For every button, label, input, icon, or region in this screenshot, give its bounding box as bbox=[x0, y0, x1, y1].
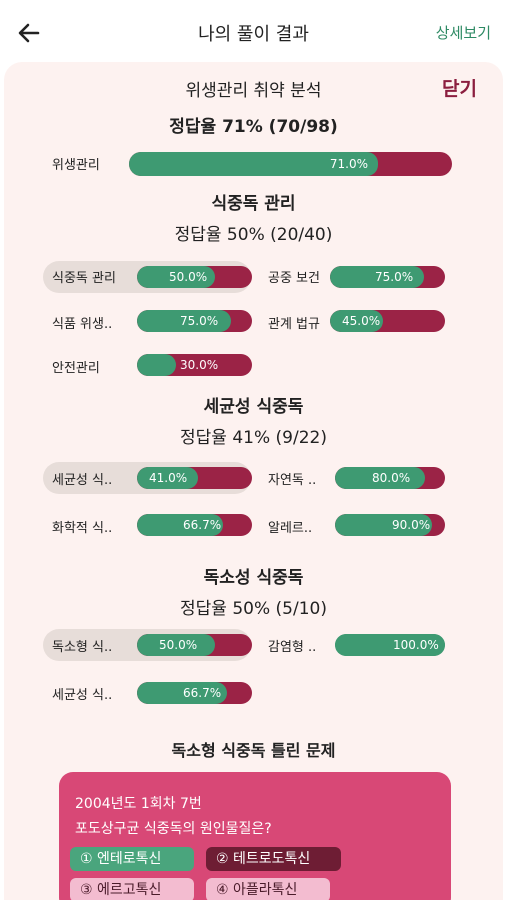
category-progress-value: 45.0% bbox=[342, 314, 381, 328]
option-correct-answer[interactable]: ① 엔테로톡신 bbox=[70, 847, 194, 871]
analysis-title: 위생관리 취약 분석 bbox=[185, 81, 322, 101]
category-progress-bar[interactable]: 30.0% bbox=[137, 354, 252, 376]
category-label[interactable]: 감염형 .. bbox=[268, 640, 317, 655]
section-title-bacterial: 세균성 식중독 bbox=[203, 397, 304, 417]
category-progress-value: 66.7% bbox=[183, 686, 222, 700]
overall-progress-bar: 71.0% bbox=[129, 152, 452, 176]
category-label[interactable]: 세균성 식.. bbox=[52, 473, 113, 488]
category-progress-value: 50.0% bbox=[169, 270, 208, 284]
category-progress-bar[interactable]: 90.0% bbox=[335, 514, 445, 536]
category-progress-bar[interactable]: 50.0% bbox=[137, 266, 252, 288]
category-label[interactable]: 알레르.. bbox=[268, 521, 313, 536]
category-label[interactable]: 자연독 .. bbox=[268, 473, 317, 488]
category-label[interactable]: 식품 위생.. bbox=[52, 317, 113, 332]
section-score-toxin: 정답율 50% (5/10) bbox=[180, 599, 327, 619]
option-answer[interactable]: ④ 아플라톡신 bbox=[206, 878, 330, 900]
category-label[interactable]: 세균성 식.. bbox=[52, 688, 113, 703]
category-label[interactable]: 관계 법규 bbox=[268, 317, 320, 332]
overall-progress-value: 71.0% bbox=[329, 157, 368, 171]
detail-view-link[interactable]: 상세보기 bbox=[435, 24, 491, 42]
section-title-toxin: 독소성 식중독 bbox=[203, 568, 304, 588]
category-progress-value: 30.0% bbox=[180, 358, 219, 372]
category-progress-bar[interactable]: 45.0% bbox=[330, 310, 445, 332]
category-progress-bar[interactable]: 100.0% bbox=[335, 634, 445, 656]
question-meta: 2004년도 1회차 7번 bbox=[75, 796, 202, 812]
category-progress-bar[interactable]: 66.7% bbox=[137, 682, 252, 704]
category-label[interactable]: 공중 보건 bbox=[268, 271, 320, 286]
back-arrow-icon[interactable] bbox=[14, 18, 44, 48]
category-progress-bar[interactable]: 41.0% bbox=[137, 467, 252, 489]
category-progress-bar[interactable]: 75.0% bbox=[137, 310, 252, 332]
option-answer[interactable]: ③ 에르고톡신 bbox=[70, 878, 194, 900]
category-progress-value: 75.0% bbox=[180, 314, 219, 328]
page-title: 나의 풀이 결과 bbox=[198, 24, 309, 45]
question-text: 포도상구균 식중독의 원인물질은? bbox=[75, 821, 272, 837]
option-selected-wrong[interactable]: ② 테트로도톡신 bbox=[206, 847, 341, 871]
section-score-bacterial: 정답율 41% (9/22) bbox=[180, 428, 327, 448]
category-progress-bar[interactable]: 75.0% bbox=[330, 266, 445, 288]
overall-bar-label: 위생관리 bbox=[52, 158, 100, 173]
app-header: 나의 풀이 결과 상세보기 bbox=[0, 0, 507, 62]
category-progress-bar[interactable]: 80.0% bbox=[335, 467, 445, 489]
overall-score: 정답율 71% (70/98) bbox=[169, 117, 338, 137]
category-label[interactable]: 독소형 식.. bbox=[52, 640, 113, 655]
category-label[interactable]: 안전관리 bbox=[52, 361, 100, 376]
category-label[interactable]: 식중독 관리 bbox=[52, 271, 116, 286]
wrong-questions-title: 독소형 식중독 틀린 문제 bbox=[171, 741, 336, 760]
close-button[interactable]: 닫기 bbox=[442, 78, 477, 100]
category-label[interactable]: 화학적 식.. bbox=[52, 521, 113, 536]
category-progress-value: 41.0% bbox=[149, 471, 188, 485]
section-score-food-poisoning: 정답율 50% (20/40) bbox=[174, 225, 333, 245]
category-progress-value: 50.0% bbox=[159, 638, 198, 652]
category-progress-value: 90.0% bbox=[392, 518, 431, 532]
category-progress-value: 66.7% bbox=[183, 518, 222, 532]
category-progress-bar[interactable]: 50.0% bbox=[137, 634, 252, 656]
section-title-food-poisoning: 식중독 관리 bbox=[211, 194, 296, 214]
category-progress-value: 75.0% bbox=[375, 270, 414, 284]
category-progress-value: 80.0% bbox=[372, 471, 411, 485]
overall-progress-fill bbox=[129, 152, 378, 176]
category-progress-bar[interactable]: 66.7% bbox=[137, 514, 252, 536]
category-progress-value: 100.0% bbox=[393, 638, 439, 652]
